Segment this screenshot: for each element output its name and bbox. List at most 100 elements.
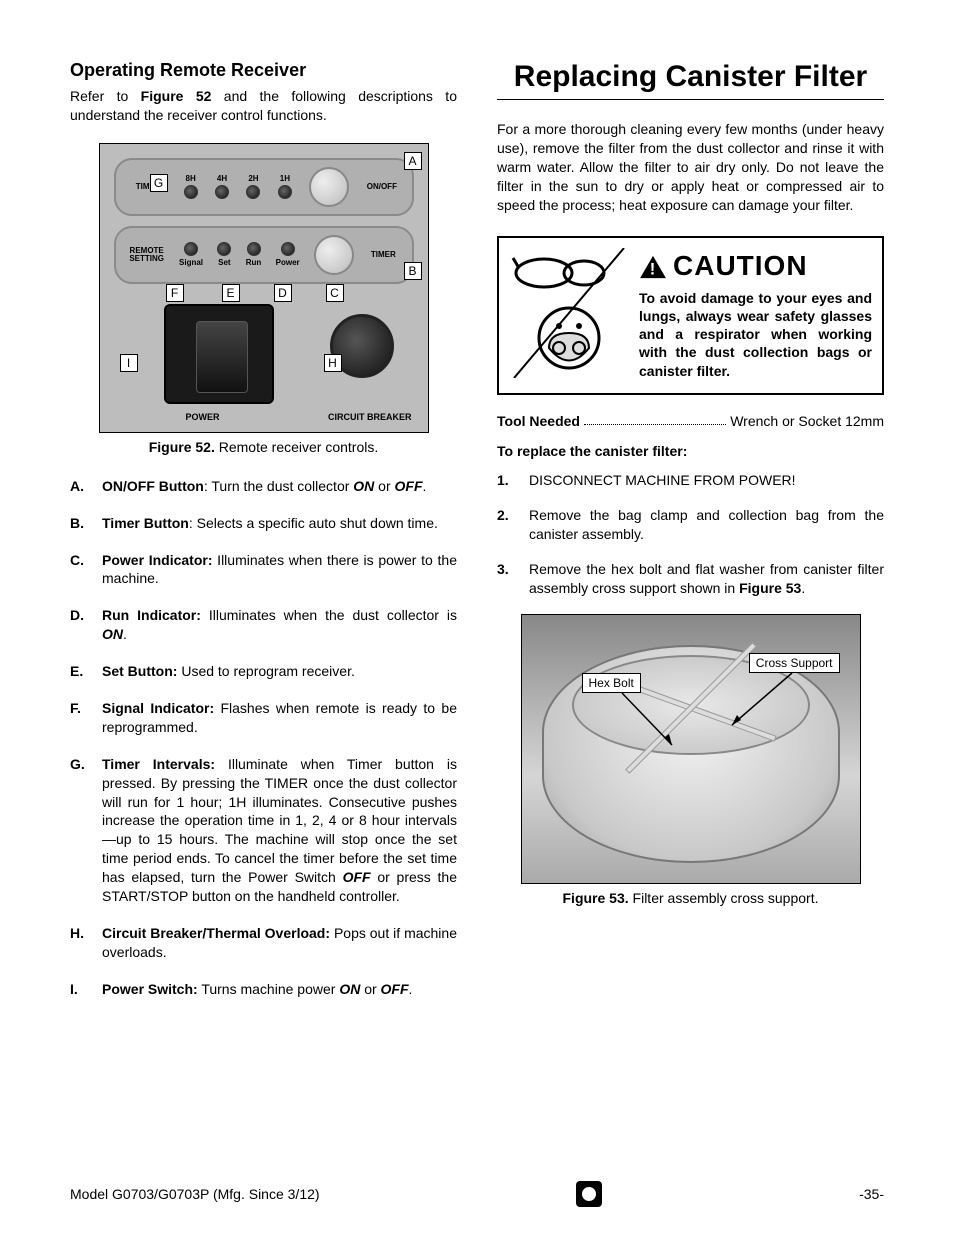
callout-e: E (222, 284, 240, 302)
emphasis: ON (102, 626, 123, 642)
definition-body: Circuit Breaker/Thermal Overload: Pops o… (102, 924, 457, 962)
caution-body: To avoid damage to your eyes and lungs, … (639, 290, 872, 379)
safety-glasses-respirator-icon (509, 248, 629, 383)
callout-f: F (166, 284, 184, 302)
tool-needed-line: Tool Needed Wrench or Socket 12mm (497, 413, 884, 429)
step-body-2: Remove the bag clamp and collection bag … (529, 506, 884, 544)
caution-header: ! CAUTION (639, 248, 872, 284)
definition-body: Power Switch: Turns machine power ON or … (102, 980, 457, 999)
figure-52-container: TIMER 8H 4H 2H 1H ON/OFF REMOTE SETTING … (99, 143, 429, 455)
definition-letter: D. (70, 606, 90, 644)
definition-letter: G. (70, 755, 90, 906)
definition-letter: F. (70, 699, 90, 737)
definition-term: Power Indicator: (102, 552, 212, 568)
figure-52-image: TIMER 8H 4H 2H 1H ON/OFF REMOTE SETTING … (99, 143, 429, 433)
step-num-3: 3. (497, 560, 515, 598)
definition-item: H. Circuit Breaker/Thermal Overload: Pops… (70, 924, 457, 962)
figure-52-caption: Figure 52. Remote receiver controls. (99, 439, 429, 455)
timer-led-8h: 8H (184, 174, 198, 199)
definition-term: Run Indicator: (102, 607, 201, 623)
step-num-1: 1. (497, 471, 515, 490)
step3-fig: Figure 53 (739, 580, 801, 596)
definition-term: ON/OFF Button (102, 478, 204, 494)
definition-letter: A. (70, 477, 90, 496)
step-1: 1. DISCONNECT MACHINE FROM POWER! (497, 471, 884, 490)
bottom-area: POWER CIRCUIT BREAKER (114, 294, 414, 422)
footer-logo-icon (576, 1181, 602, 1207)
timer-led-1h: 1H (278, 174, 292, 199)
callout-b: B (404, 262, 422, 280)
step-body-1: DISCONNECT MACHINE FROM POWER! (529, 471, 884, 490)
operating-subheading: Operating Remote Receiver (70, 60, 457, 81)
fig53-caption-label: Figure 53. (563, 890, 629, 906)
definition-body: Timer Button: Selects a specific auto sh… (102, 514, 457, 533)
tool-label: Tool Needed (497, 413, 580, 429)
callout-d: D (274, 284, 292, 302)
definition-term: Set Button: (102, 663, 177, 679)
onoff-button[interactable] (309, 167, 349, 207)
intro-prefix: Refer to (70, 88, 141, 104)
definition-item: B. Timer Button: Selects a specific auto … (70, 514, 457, 533)
callout-i: I (120, 354, 138, 372)
right-intro: For a more thorough cleaning every few m… (497, 120, 884, 214)
caution-word: CAUTION (673, 248, 808, 284)
remote-row: REMOTE SETTING Signal Set Run Power TIME… (114, 226, 414, 284)
fig53-caption-text: Filter assembly cross support. (629, 890, 819, 906)
right-column: Replacing Canister Filter For a more tho… (497, 60, 884, 1017)
step-2: 2. Remove the bag clamp and collection b… (497, 506, 884, 544)
intro-paragraph: Refer to Figure 52 and the following des… (70, 87, 457, 125)
svg-text:!: ! (650, 259, 656, 278)
remote-led-run: Run (246, 242, 262, 267)
onoff-label: ON/OFF (367, 183, 397, 191)
definition-item: I. Power Switch: Turns machine power ON o… (70, 980, 457, 999)
footer-model: Model G0703/G0703P (Mfg. Since 3/12) (70, 1186, 320, 1202)
figure-53-container: Hex Bolt Cross Support Figure 53. Filter… (521, 614, 861, 906)
footer-page: -35- (859, 1186, 884, 1202)
definition-letter: B. (70, 514, 90, 533)
definition-body: Run Indicator: Illuminates when the dust… (102, 606, 457, 644)
definition-term: Timer Intervals: (102, 756, 215, 772)
definition-term: Circuit Breaker/Thermal Overload: (102, 925, 330, 941)
callout-g: G (150, 174, 168, 192)
remote-row-label: REMOTE SETTING (129, 247, 165, 263)
remote-led-signal: Signal (179, 242, 203, 267)
timer-led-2h: 2H (246, 174, 260, 199)
emphasis: ON (339, 981, 360, 997)
step3-post: . (801, 580, 805, 596)
definition-body: Timer Intervals: Illuminate when Timer b… (102, 755, 457, 906)
main-heading: Replacing Canister Filter (497, 60, 884, 93)
fig52-caption-text: Remote receiver controls. (215, 439, 378, 455)
figure-53-image: Hex Bolt Cross Support (521, 614, 861, 884)
step-body-3: Remove the hex bolt and flat washer from… (529, 560, 884, 598)
page-footer: Model G0703/G0703P (Mfg. Since 3/12) -35… (70, 1181, 884, 1207)
tool-value: Wrench or Socket 12mm (730, 413, 884, 429)
definition-item: C. Power Indicator: Illuminates when ther… (70, 551, 457, 589)
step-num-2: 2. (497, 506, 515, 544)
definition-body: Set Button: Used to reprogram receiver. (102, 662, 457, 681)
figure-53-caption: Figure 53. Filter assembly cross support… (521, 890, 861, 906)
definition-letter: C. (70, 551, 90, 589)
definitions-list: A. ON/OFF Button: Turn the dust collector… (70, 477, 457, 999)
power-switch[interactable] (164, 304, 274, 404)
definition-letter: I. (70, 980, 90, 999)
callout-h: H (324, 354, 342, 372)
definition-item: G.Timer Intervals: Illuminate when Timer… (70, 755, 457, 906)
emphasis: ON (353, 478, 374, 494)
definition-body: Power Indicator: Illuminates when there … (102, 551, 457, 589)
definition-body: ON/OFF Button: Turn the dust collector O… (102, 477, 457, 496)
heading-rule (497, 99, 884, 100)
tool-dots (584, 413, 726, 425)
intro-figure-ref: Figure 52 (141, 88, 212, 104)
steps-heading: To replace the canister filter: (497, 443, 884, 459)
timer-button[interactable] (314, 235, 354, 275)
callout-a: A (404, 152, 422, 170)
definition-term: Power Switch: (102, 981, 198, 997)
definition-term: Signal Indicator: (102, 700, 214, 716)
definition-letter: H. (70, 924, 90, 962)
left-column: Operating Remote Receiver Refer to Figur… (70, 60, 457, 1017)
remote-led-power: Power (276, 242, 300, 267)
warning-triangle-icon: ! (639, 255, 667, 279)
definition-item: A. ON/OFF Button: Turn the dust collector… (70, 477, 457, 496)
timer-btn-label: TIMER (368, 251, 398, 259)
emphasis: OFF (381, 981, 409, 997)
